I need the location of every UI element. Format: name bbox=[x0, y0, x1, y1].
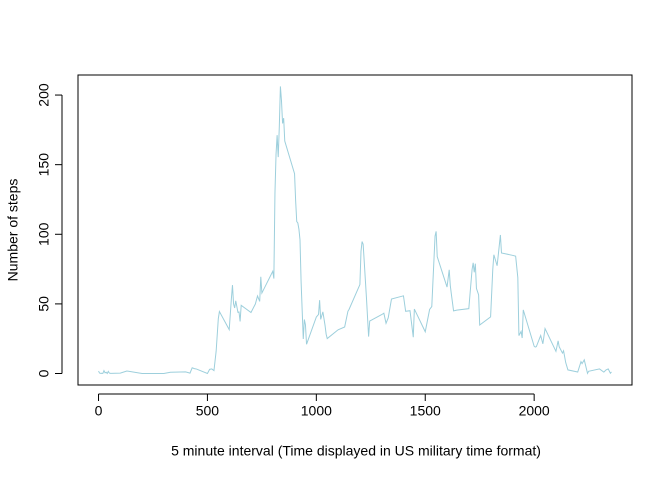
y-tick-label: 100 bbox=[36, 222, 52, 246]
y-tick-label: 50 bbox=[36, 296, 52, 312]
line bbox=[98, 86, 612, 375]
y-axis-label: Number of steps bbox=[5, 179, 21, 282]
y-tick-label: 0 bbox=[36, 369, 52, 377]
x-tick-label: 1500 bbox=[410, 403, 441, 419]
x-tick-label: 0 bbox=[95, 403, 103, 419]
plot-box bbox=[77, 74, 633, 386]
y-tick-label: 200 bbox=[36, 83, 52, 107]
x-tick-label: 2000 bbox=[519, 403, 550, 419]
x-tick-label: 500 bbox=[196, 403, 220, 419]
y-tick-label: 150 bbox=[36, 153, 52, 177]
x-axis-label: 5 minute interval (Time displayed in US … bbox=[171, 443, 541, 459]
x-tick-label: 1000 bbox=[301, 403, 332, 419]
